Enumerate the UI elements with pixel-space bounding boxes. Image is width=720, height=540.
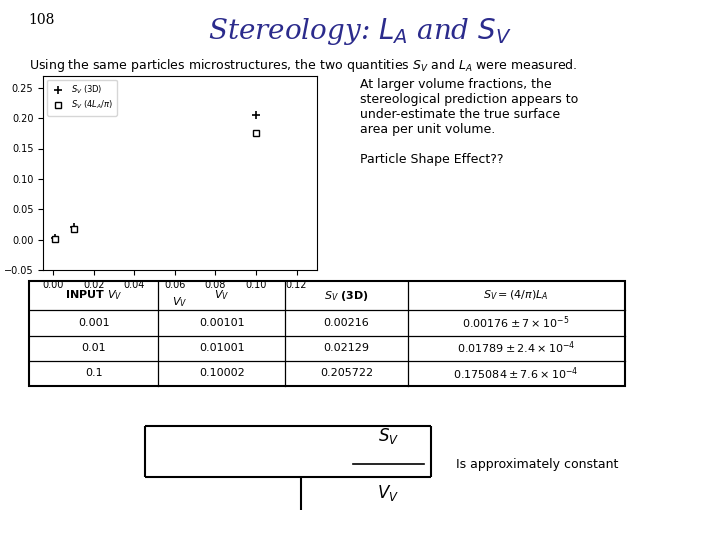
- Text: At larger volume fractions, the
stereological prediction appears to
under-estima: At larger volume fractions, the stereolo…: [360, 78, 578, 166]
- Text: 0.10002: 0.10002: [199, 368, 245, 379]
- Text: 0.00101: 0.00101: [199, 318, 245, 328]
- Text: $V_V$: $V_V$: [377, 483, 400, 503]
- $S_V$ (3D): [51, 235, 60, 241]
- Text: 0.00216: 0.00216: [323, 318, 369, 328]
- Text: $S_V$ (3D): $S_V$ (3D): [324, 288, 369, 302]
- Text: 108: 108: [29, 14, 55, 28]
- Text: Is approximately constant: Is approximately constant: [456, 458, 619, 471]
- Text: $V_V$: $V_V$: [215, 289, 230, 302]
- $S_V$ $(4L_A/\pi)$: [252, 130, 261, 137]
- Text: Using the same particles microstructures, the two quantities $S_V$ and $L_A$ wer: Using the same particles microstructures…: [29, 57, 577, 73]
- Text: $S_V = (4/\pi)L_A$: $S_V = (4/\pi)L_A$: [483, 289, 549, 302]
- Text: 0.01: 0.01: [81, 343, 106, 353]
- Text: 0.001: 0.001: [78, 318, 109, 328]
- $S_V$ $(4L_A/\pi)$: [51, 235, 60, 242]
- Text: $0.175084 \pm 7.6\times10^{-4}$: $0.175084 \pm 7.6\times10^{-4}$: [454, 365, 579, 382]
- Text: $0.00176 \pm 7\times10^{-5}$: $0.00176 \pm 7\times10^{-5}$: [462, 315, 570, 331]
- Text: INPUT $V_V$: INPUT $V_V$: [65, 289, 122, 302]
- X-axis label: $V_V$: $V_V$: [172, 295, 188, 309]
- Line: $S_V$ $(4L_A/\pi)$: $S_V$ $(4L_A/\pi)$: [53, 131, 258, 241]
- Text: Stereology: $L_A$ and $S_V$: Stereology: $L_A$ and $S_V$: [208, 16, 512, 47]
- Text: 0.205722: 0.205722: [320, 368, 373, 379]
- Text: 0.02129: 0.02129: [323, 343, 369, 353]
- Text: 0.01001: 0.01001: [199, 343, 245, 353]
- $S_V$ (3D): [69, 224, 78, 230]
- $S_V$ $(4L_A/\pi)$: [69, 226, 78, 232]
- Text: 0.1: 0.1: [85, 368, 102, 379]
- $S_V$ (3D): [252, 111, 261, 118]
- Text: $S_V$: $S_V$: [378, 426, 399, 446]
- Text: $0.01789 \pm 2.4\times10^{-4}$: $0.01789 \pm 2.4\times10^{-4}$: [457, 340, 575, 356]
- Legend: $S_V$ (3D), $S_V$ $(4L_A/\pi)$: $S_V$ (3D), $S_V$ $(4L_A/\pi)$: [48, 80, 117, 116]
- Line: $S_V$ (3D): $S_V$ (3D): [51, 111, 260, 242]
